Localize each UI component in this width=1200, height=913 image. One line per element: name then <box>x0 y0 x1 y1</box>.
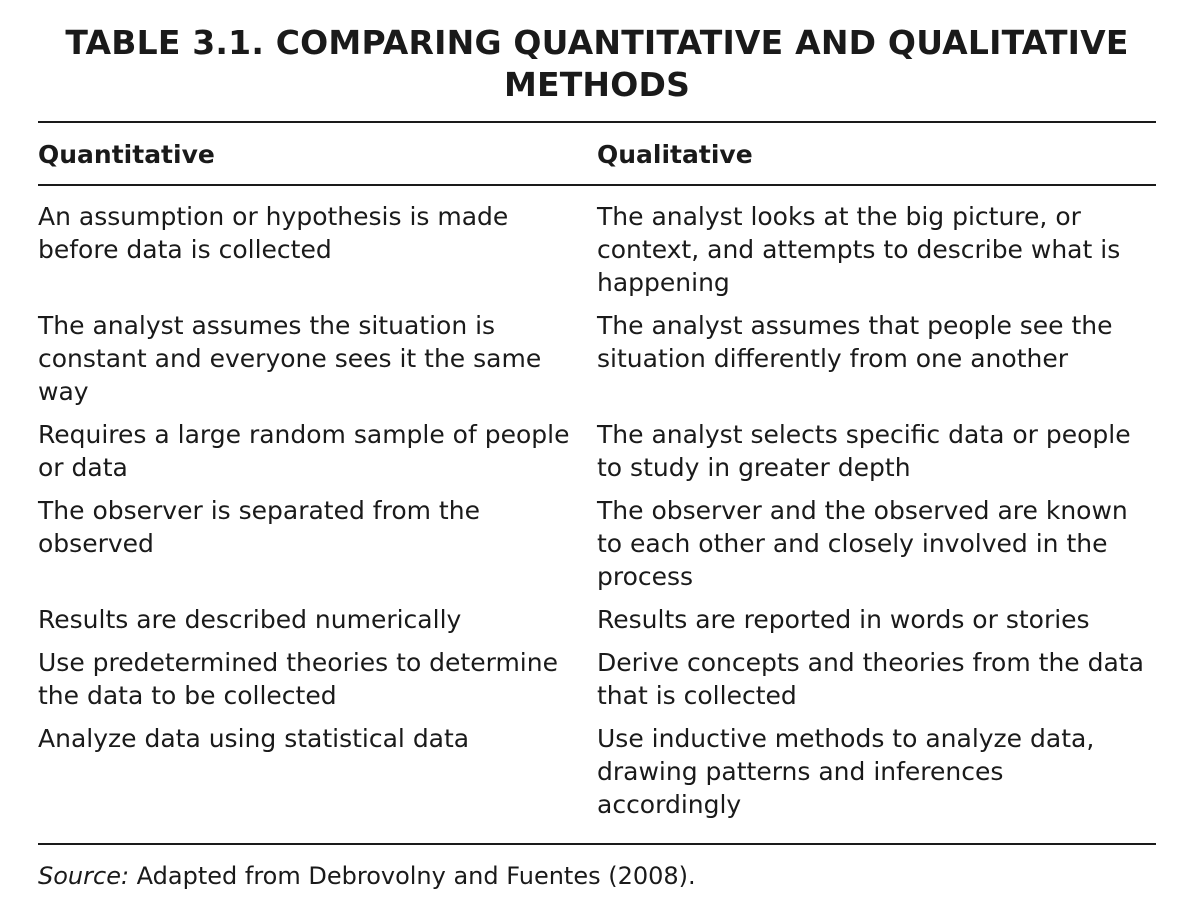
table-title: TABLE 3.1. COMPARING QUANTITATIVE AND QU… <box>65 23 1129 104</box>
cell-qualitative: Derive concepts and theories from the da… <box>597 648 1144 710</box>
cell-qualitative: The observer and the observed are known … <box>597 496 1128 591</box>
cell-quantitative: Requires a large random sample of people… <box>38 420 570 482</box>
bottom-rule <box>38 843 1156 845</box>
cell-quantitative: Use predetermined theories to determine … <box>38 648 558 710</box>
source-note: Source: Adapted from Debrovolny and Fuen… <box>38 845 1156 891</box>
cell-qualitative: The analyst looks at the big picture, or… <box>597 202 1121 297</box>
cell-qualitative: Use inductive methods to analyze data, d… <box>597 724 1095 819</box>
cell-quantitative: The observer is separated from the obser… <box>38 496 480 558</box>
top-rule <box>38 121 1156 123</box>
cell-qualitative: The analyst assumes that people see the … <box>597 311 1113 373</box>
table-row: Analyze data using statistical data Use … <box>38 722 1156 843</box>
cell-quantitative: Analyze data using statistical data <box>38 724 470 753</box>
source-label: Source: <box>38 862 130 890</box>
header-qualitative: Qualitative <box>597 123 1156 186</box>
cell-qualitative: The analyst selects specific data or peo… <box>597 420 1131 482</box>
table-row: An assumption or hypothesis is made befo… <box>38 185 1156 309</box>
cell-quantitative: The analyst assumes the situation is con… <box>38 311 542 406</box>
cell-quantitative: Results are described numerically <box>38 605 462 634</box>
table-row: Use predetermined theories to determine … <box>38 646 1156 722</box>
table-row: Results are described numerically Result… <box>38 603 1156 646</box>
cell-qualitative: Results are reported in words or stories <box>597 605 1090 634</box>
source-text: Adapted from Debrovolny and Fuentes (200… <box>129 862 696 890</box>
comparison-table: Quantitative Qualitative An assumption o… <box>38 123 1156 843</box>
table-row: The observer is separated from the obser… <box>38 494 1156 603</box>
cell-quantitative: An assumption or hypothesis is made befo… <box>38 202 509 264</box>
table-row: Requires a large random sample of people… <box>38 418 1156 494</box>
table-row: The analyst assumes the situation is con… <box>38 309 1156 418</box>
header-quantitative: Quantitative <box>38 123 597 186</box>
header-row: Quantitative Qualitative <box>38 123 1156 186</box>
